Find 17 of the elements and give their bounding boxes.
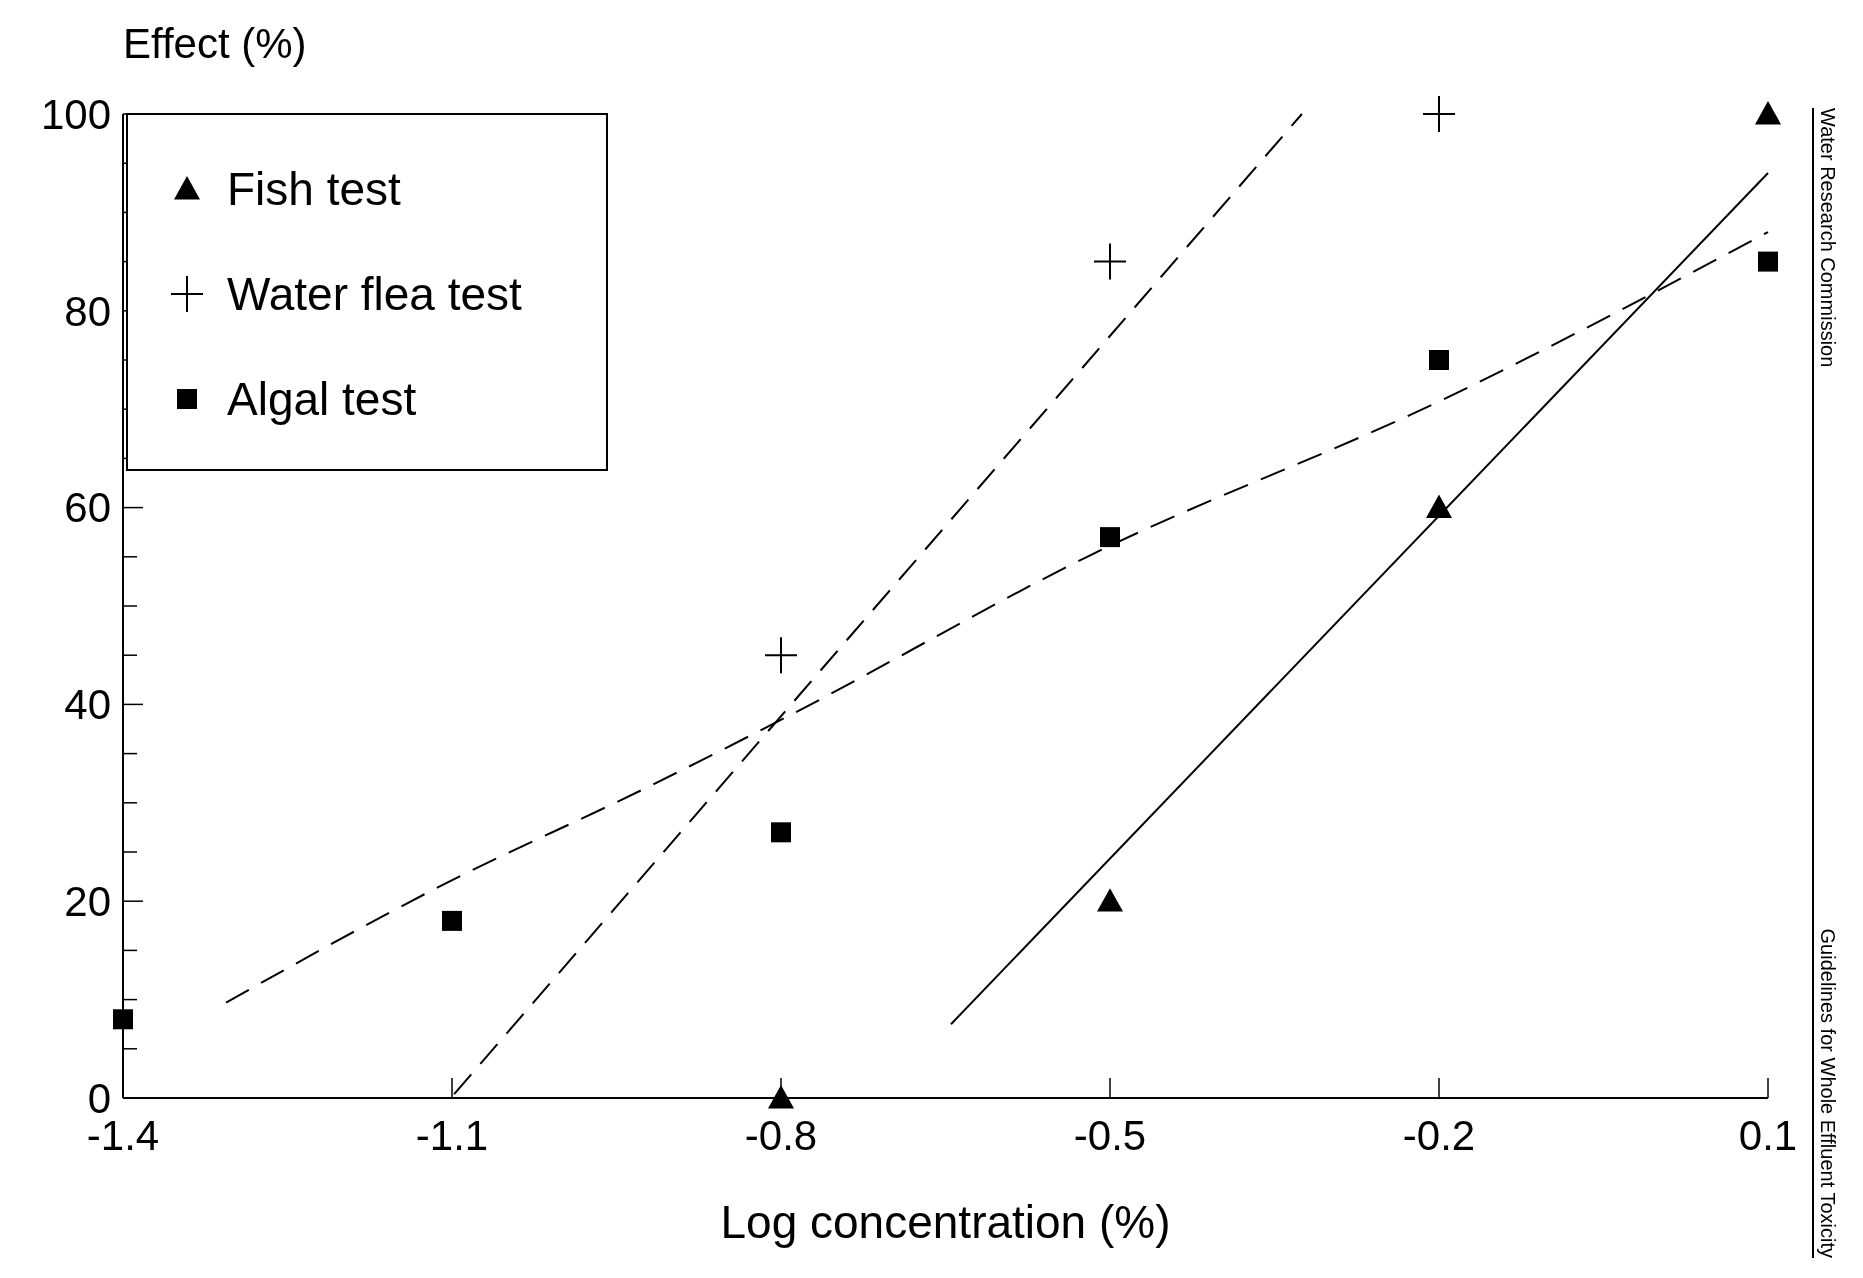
x-tick-label: -1.1	[415, 1112, 489, 1159]
legend-label: Algal test	[227, 373, 417, 426]
text: Guidelines for Whole Effluent Toxicity	[1817, 928, 1839, 1258]
y-axis-title: Effect (%)	[123, 20, 307, 67]
x-tick-label: 0.1	[1738, 1112, 1798, 1159]
y-tick-label: 100	[40, 90, 111, 138]
legend-label: Water flea test	[227, 268, 523, 321]
x-tick-label: -0.2	[1402, 1112, 1476, 1159]
y-tick-label: 60	[64, 484, 111, 532]
y-tick-label: 80	[64, 287, 111, 335]
legend-label: Fish test	[227, 163, 402, 216]
y-tick-label: 20	[64, 877, 111, 925]
x-axis-title: Log concentration (%)	[720, 1196, 1171, 1248]
text: Water Research Commission	[1817, 108, 1839, 368]
x-tick-label: -0.8	[744, 1112, 818, 1159]
x-tick-label: -0.5	[1073, 1112, 1147, 1159]
y-tick-label: 40	[64, 681, 111, 729]
